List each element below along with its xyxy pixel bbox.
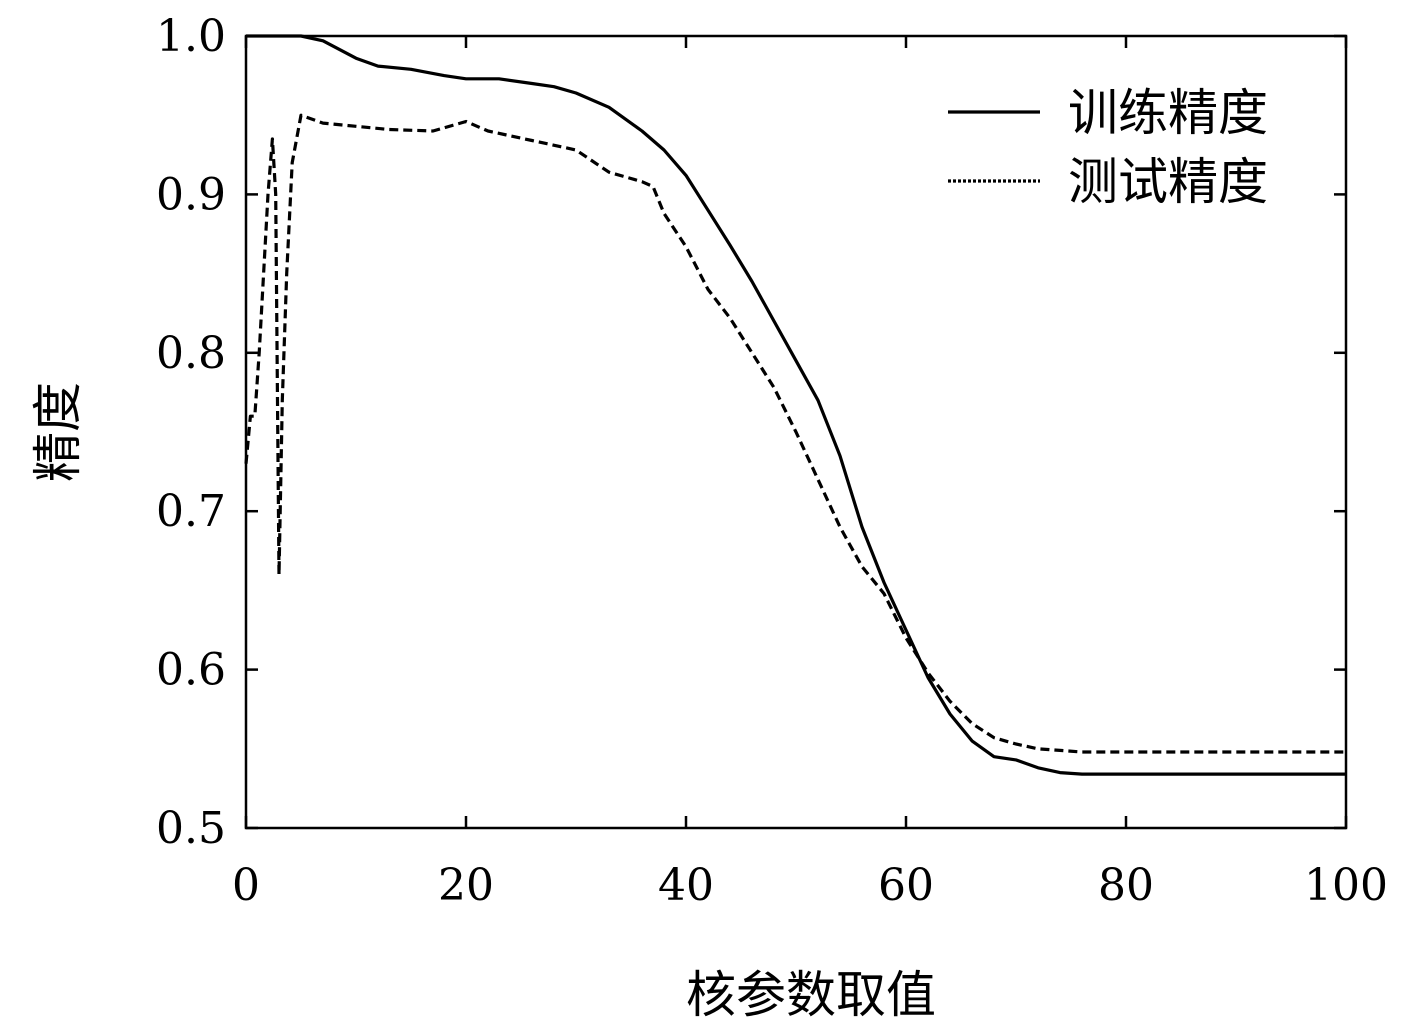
y-tick-label: 0.6 — [156, 645, 226, 696]
x-tick-label: 60 — [878, 860, 934, 911]
plot-frame — [244, 34, 1348, 830]
axis-tick-labels: 0 20 40 60 80 100 0.5 0.6 0.7 0.8 0.9 1.0 — [156, 11, 1388, 911]
series-line-test — [244, 113, 1346, 754]
axis-ticks — [244, 34, 1348, 830]
x-tick-label: 80 — [1098, 860, 1154, 911]
y-tick-label: 0.7 — [156, 486, 226, 537]
series-line-train — [246, 34, 1346, 776]
y-axis-title: 精度 — [29, 382, 87, 482]
x-tick-label: 100 — [1304, 860, 1388, 911]
x-tick-label: 0 — [232, 860, 260, 911]
x-tick-label: 20 — [438, 860, 494, 911]
y-tick-label: 0.8 — [156, 328, 226, 379]
legend-label-train: 训练精度 — [1068, 84, 1268, 142]
legend-label-test: 测试精度 — [1068, 153, 1268, 211]
legend: 训练精度 测试精度 — [948, 84, 1268, 211]
plot-series — [244, 34, 1346, 776]
x-tick-label: 40 — [658, 860, 714, 911]
y-tick-label: 1.0 — [156, 11, 226, 62]
y-tick-label: 0.5 — [156, 803, 226, 854]
x-axis-title: 核参数取值 — [686, 966, 936, 1024]
y-tick-label: 0.9 — [156, 169, 226, 220]
